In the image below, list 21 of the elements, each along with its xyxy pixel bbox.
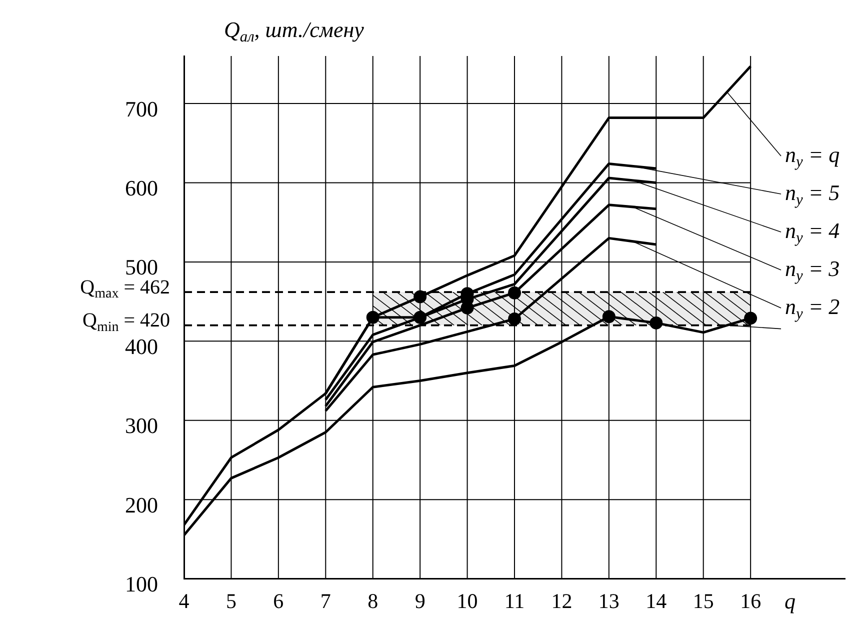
y-tick-label: 200	[125, 492, 158, 518]
x-tick-label: 9	[414, 588, 426, 613]
x-tick-label: 11	[504, 588, 525, 613]
x-tick-label: 7	[320, 588, 331, 613]
y-tick-label: 300	[125, 413, 158, 438]
y-tick-label: 700	[125, 96, 158, 122]
y-tick-label: 400	[125, 334, 158, 359]
x-tick-label: 5	[226, 588, 236, 613]
x-tick-label: 16	[740, 588, 762, 613]
y-tick-label: 100	[125, 572, 158, 597]
x-tick-label: 8	[368, 588, 378, 613]
x-tick-label: 10	[456, 588, 478, 613]
x-tick-label: 4	[178, 588, 190, 613]
x-tick-label: 13	[598, 588, 620, 613]
x-tick-label: 15	[692, 588, 714, 613]
y-tick-label: 500	[125, 254, 158, 280]
x-axis-title: q	[784, 588, 796, 614]
x-tick-label: 14	[646, 588, 668, 613]
x-tick-label: 12	[551, 588, 572, 613]
x-tick-label: 6	[273, 588, 284, 613]
y-tick-label: 600	[125, 176, 158, 201]
